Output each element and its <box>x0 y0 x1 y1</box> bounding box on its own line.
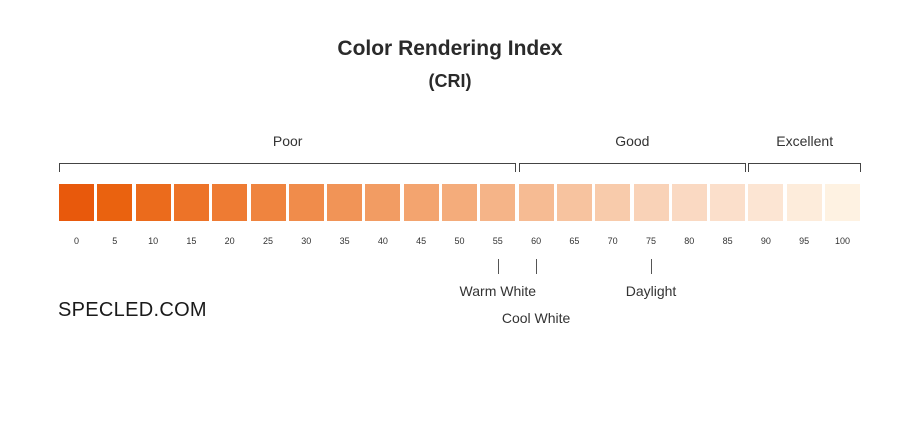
cri-swatch-5 <box>97 184 133 221</box>
cri-tick-label: 15 <box>186 236 197 246</box>
cri-swatch-90 <box>748 184 784 221</box>
cri-swatch-70 <box>595 184 631 221</box>
group-bracket-good <box>518 163 747 172</box>
specled-logo: SPECLED.COM <box>58 299 207 321</box>
cri-swatch-60 <box>518 184 554 221</box>
cri-tick-label: 40 <box>377 236 388 246</box>
cri-swatch-50 <box>442 184 477 221</box>
group-label-excellent: Excellent <box>776 133 834 149</box>
group-label-good: Good <box>615 133 650 149</box>
cri-tick-label: 30 <box>301 236 312 246</box>
cri-swatch-0 <box>59 184 94 221</box>
marker-label-daylight: Daylight <box>625 283 677 299</box>
cri-swatch-45 <box>403 184 439 221</box>
cri-tick-label: 50 <box>454 236 465 246</box>
cri-swatch-95 <box>786 184 822 221</box>
cri-tick-label: 80 <box>684 236 695 246</box>
cri-tick-label: 55 <box>492 236 503 246</box>
cri-swatch-65 <box>556 184 592 221</box>
cri-tick-label: 90 <box>760 236 771 246</box>
page-subtitle: (CRI) <box>428 71 472 91</box>
cri-tick-label: 5 <box>112 236 118 246</box>
cri-tick-label: 0 <box>73 236 80 246</box>
cri-tick-label: 95 <box>799 236 810 246</box>
cri-tick-label: 70 <box>607 236 618 246</box>
cri-swatch-55 <box>480 184 516 221</box>
cri-tick-label: 65 <box>569 236 580 246</box>
cri-swatch-80 <box>671 184 707 221</box>
cri-tick-label: 60 <box>531 236 542 246</box>
cri-tick-label: 20 <box>224 236 235 246</box>
cri-tick-label: 35 <box>339 236 350 246</box>
cri-swatch-100 <box>825 184 860 221</box>
group-label-poor: Poor <box>272 133 303 149</box>
cri-swatch-40 <box>365 184 401 221</box>
marker-label-cool-white: Cool White <box>501 310 571 326</box>
cri-swatch-85 <box>710 184 746 221</box>
cri-swatch-35 <box>327 184 363 221</box>
cri-tick-label: 25 <box>262 236 274 246</box>
group-bracket-poor <box>59 163 517 172</box>
cri-swatch-75 <box>633 184 669 221</box>
cri-swatch-25 <box>250 184 286 221</box>
cri-swatch-15 <box>173 184 209 221</box>
cri-tick-label: 10 <box>148 236 159 246</box>
marker-line-warm-white <box>497 259 499 274</box>
cri-swatch-20 <box>212 184 248 221</box>
marker-line-cool-white <box>536 259 538 274</box>
cri-tick-label: 100 <box>834 236 851 246</box>
marker-line-daylight <box>651 259 652 274</box>
page-title: Color Rendering Index <box>337 37 563 60</box>
group-bracket-excellent <box>748 163 861 172</box>
cri-tick-label: 85 <box>722 236 733 246</box>
cri-swatch-10 <box>135 184 171 221</box>
cri-tick-label: 45 <box>416 236 427 246</box>
cri-swatch-30 <box>288 184 324 221</box>
cri-tick-label: 75 <box>645 236 657 246</box>
marker-label-warm-white: Warm White <box>459 283 537 299</box>
